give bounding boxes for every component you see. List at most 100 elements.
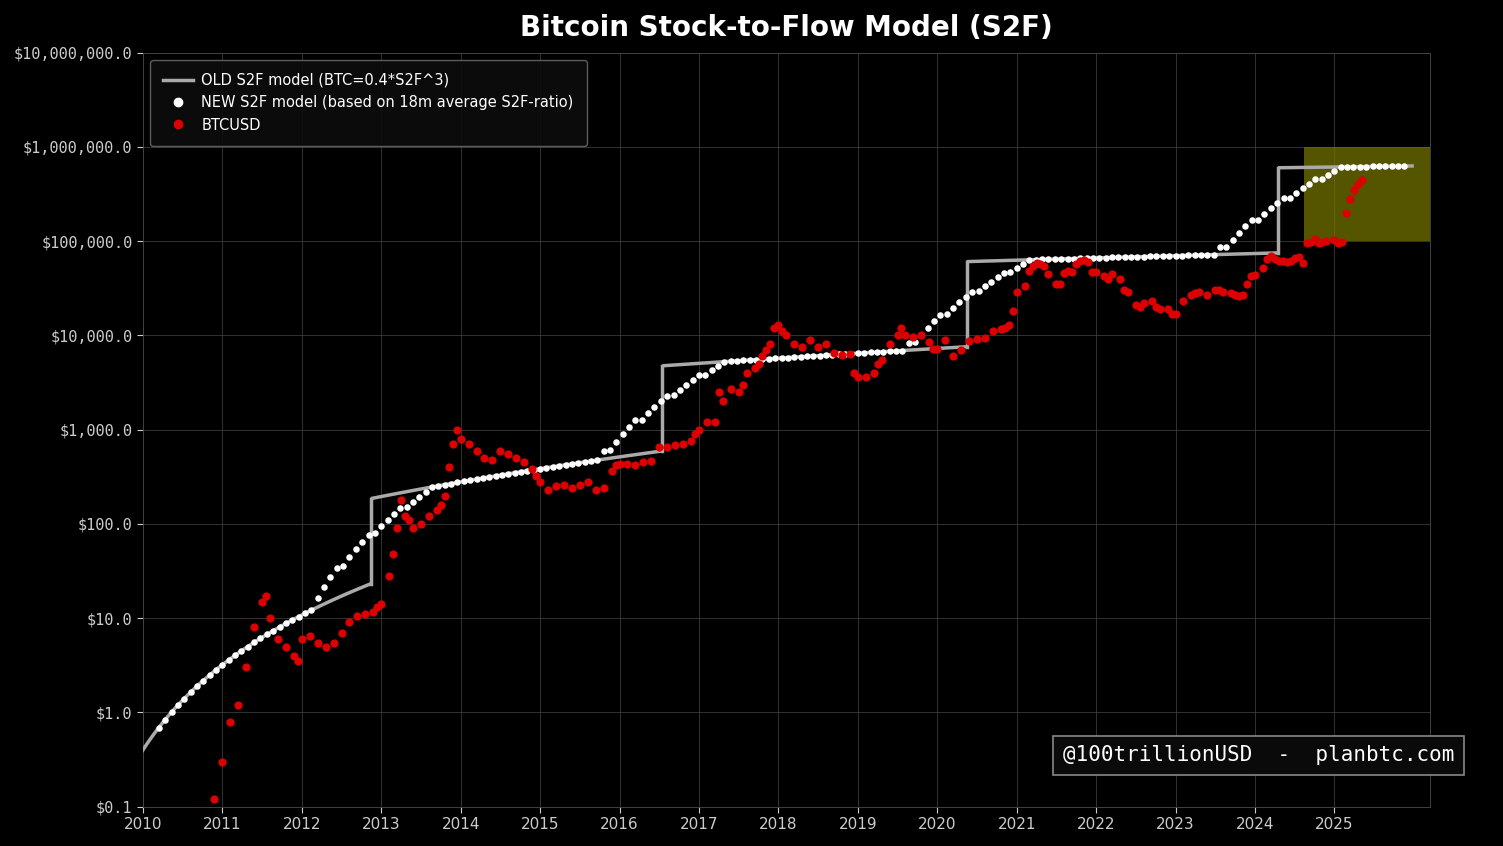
- Point: [762, 321, 786, 335]
- Point: [1183, 249, 1207, 262]
- Point: [1255, 252, 1279, 266]
- Point: [806, 340, 830, 354]
- Point: [929, 308, 953, 321]
- Point: [878, 344, 902, 358]
- Point: [755, 343, 779, 357]
- Point: [376, 514, 400, 527]
- Point: [1195, 288, 1219, 301]
- Point: [827, 348, 851, 361]
- Point: [1306, 236, 1330, 250]
- Point: [750, 353, 774, 366]
- Point: [750, 349, 774, 363]
- Point: [1156, 302, 1180, 316]
- Point: [711, 394, 735, 408]
- Point: [382, 547, 406, 561]
- Point: [837, 348, 861, 361]
- Point: [798, 333, 822, 347]
- Point: [998, 266, 1022, 279]
- Point: [389, 493, 413, 507]
- Point: [397, 514, 421, 527]
- Point: [1208, 240, 1232, 254]
- Point: [216, 653, 240, 667]
- Point: [395, 500, 419, 514]
- Point: [917, 335, 941, 349]
- Point: [661, 388, 685, 402]
- Point: [585, 453, 609, 467]
- Point: [242, 620, 266, 634]
- Point: [1287, 250, 1311, 264]
- Point: [1049, 252, 1073, 266]
- Point: [1025, 256, 1049, 270]
- Point: [344, 542, 368, 556]
- Point: [1144, 250, 1168, 263]
- Point: [758, 352, 782, 365]
- Point: [732, 354, 756, 367]
- Point: [338, 616, 362, 629]
- Point: [833, 347, 857, 360]
- Point: [1028, 257, 1052, 271]
- Title: Bitcoin Stock-to-Flow Model (S2F): Bitcoin Stock-to-Flow Model (S2F): [520, 14, 1052, 42]
- Point: [1223, 288, 1247, 301]
- Point: [552, 478, 576, 492]
- Point: [624, 414, 648, 427]
- Point: [1272, 191, 1296, 205]
- Point: [377, 569, 401, 583]
- Point: [559, 481, 583, 495]
- Point: [631, 455, 655, 469]
- Point: [801, 349, 825, 363]
- Point: [903, 335, 927, 349]
- Point: [425, 503, 449, 517]
- Point: [370, 597, 394, 611]
- Point: [624, 459, 648, 472]
- Point: [872, 345, 896, 359]
- Point: [541, 460, 565, 474]
- Point: [1024, 253, 1048, 266]
- Point: [547, 459, 571, 473]
- Point: [1326, 236, 1350, 250]
- Point: [567, 456, 591, 470]
- Point: [1354, 160, 1378, 173]
- Point: [965, 332, 989, 345]
- Point: [1016, 264, 1040, 277]
- Point: [559, 457, 583, 470]
- Point: [1081, 266, 1105, 279]
- Point: [909, 328, 933, 342]
- Point: [1220, 233, 1244, 246]
- Point: [1392, 159, 1416, 173]
- Point: [305, 636, 329, 650]
- Point: [1374, 160, 1398, 173]
- Point: [1037, 267, 1061, 281]
- Point: [1076, 255, 1100, 269]
- Point: [1278, 191, 1302, 205]
- Point: [1183, 287, 1207, 300]
- Point: [815, 338, 839, 351]
- Point: [897, 336, 921, 349]
- Point: [1180, 288, 1204, 301]
- Point: [738, 354, 762, 367]
- Point: [1120, 250, 1144, 264]
- Point: [1115, 285, 1139, 299]
- Point: [280, 613, 304, 627]
- Point: [821, 348, 845, 361]
- Point: [861, 366, 885, 380]
- Point: [655, 389, 679, 403]
- Point: [504, 451, 528, 464]
- Point: [1366, 160, 1390, 173]
- Point: [1266, 196, 1290, 210]
- Point: [204, 663, 228, 677]
- Point: [782, 338, 806, 351]
- Point: [774, 328, 798, 342]
- Point: [1226, 226, 1250, 239]
- Point: [362, 526, 386, 540]
- Point: [1045, 277, 1069, 291]
- Point: [885, 328, 909, 342]
- Point: [1282, 251, 1306, 265]
- Point: [1214, 240, 1238, 254]
- Point: [1294, 236, 1318, 250]
- Point: [1279, 254, 1303, 267]
- Point: [981, 324, 1006, 338]
- Point: [525, 470, 549, 483]
- Point: [1311, 235, 1335, 249]
- Point: [356, 528, 380, 541]
- Point: [428, 498, 452, 512]
